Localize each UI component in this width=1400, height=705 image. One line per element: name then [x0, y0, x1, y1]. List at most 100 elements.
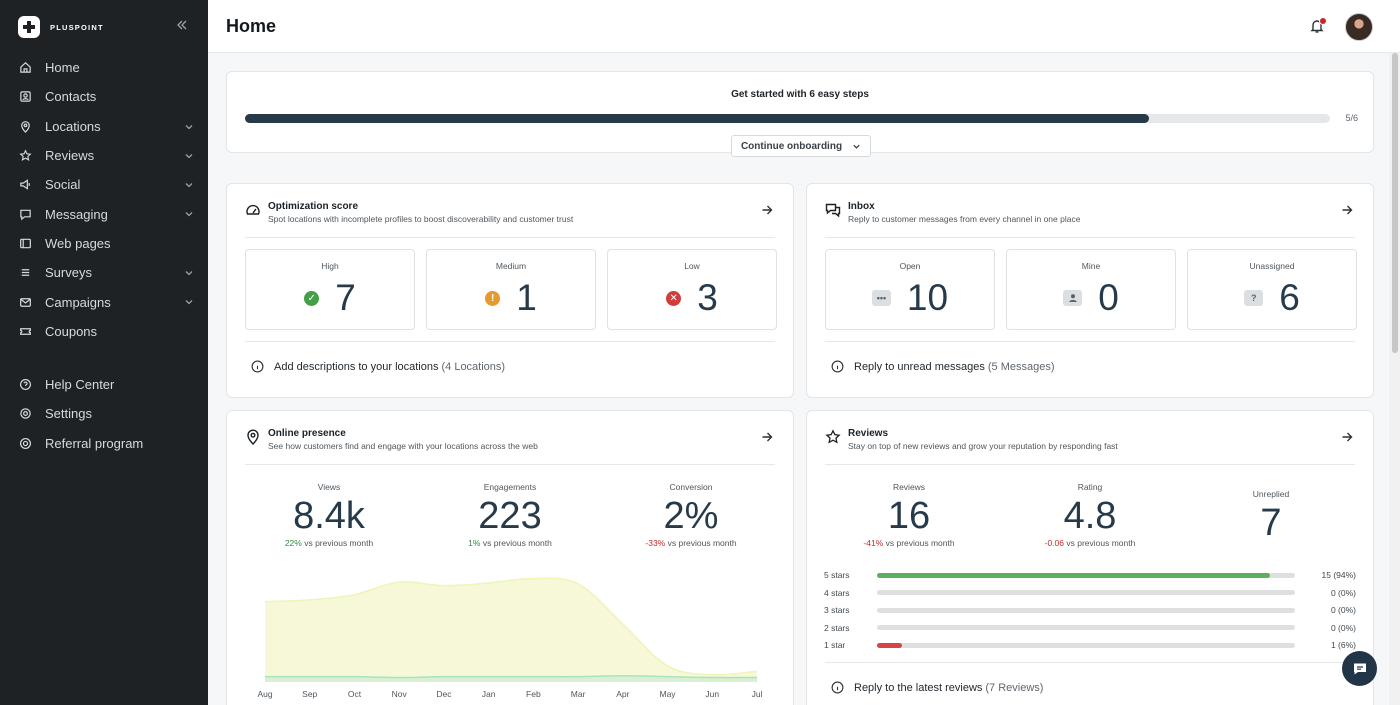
star-icon — [825, 429, 841, 444]
sidebar-item-home[interactable]: Home — [4, 53, 208, 82]
metric-value: 223 — [478, 495, 542, 537]
brand[interactable]: PLUSPOINT — [18, 16, 104, 38]
secondary-nav: Help Center Settings Referral program — [4, 370, 208, 458]
web-page-icon — [18, 236, 32, 250]
rating-row-4: 4 stars 0 (0%) — [824, 587, 1356, 599]
referral-icon — [18, 436, 32, 450]
sidebar-item-settings[interactable]: Settings — [4, 399, 208, 428]
arrow-right-icon[interactable] — [1341, 204, 1353, 216]
sidebar-item-label: Surveys — [45, 265, 92, 281]
onboarding-progress-fill — [245, 114, 1150, 123]
chevron-down-icon — [184, 149, 194, 164]
metric-delta-line: -33% vs previous month — [616, 538, 766, 548]
collapse-sidebar-icon[interactable] — [176, 18, 188, 34]
rating-row-bar — [877, 572, 1295, 578]
sidebar-item-contacts[interactable]: Contacts — [4, 82, 208, 111]
arrow-right-icon[interactable] — [1341, 431, 1353, 443]
card-title: Online presence — [268, 428, 346, 439]
rating-row-bar — [877, 590, 1295, 595]
stat-mine[interactable]: Mine 0 — [1006, 249, 1176, 330]
sidebar-item-messaging[interactable]: Messaging — [4, 199, 208, 228]
stat-unassigned[interactable]: Unassigned ? 6 — [1187, 249, 1357, 330]
metric-label: Views — [317, 482, 341, 492]
x-tick-label: Jan — [482, 689, 496, 699]
metric-delta-suffix: vs previous month — [667, 538, 737, 548]
card-subtitle: Reply to customer messages from every ch… — [848, 214, 1081, 224]
page-title: Home — [226, 16, 277, 36]
avatar[interactable] — [1345, 13, 1373, 41]
divider — [245, 341, 775, 342]
arrow-right-icon[interactable] — [761, 204, 773, 216]
chart-line-series-1 — [265, 675, 758, 679]
divider — [245, 464, 775, 465]
metric-views: Views 8.4k 22% vs previous month — [254, 482, 404, 548]
hint-count: (4 Locations) — [441, 360, 506, 373]
sidebar-item-label: Social — [45, 177, 81, 193]
stat-medium[interactable]: Medium ! 1 — [426, 249, 596, 330]
card-subtitle: Spot locations with incomplete profiles … — [268, 214, 574, 224]
hint-text: Add descriptions to your locations — [274, 360, 439, 373]
stat-label: Unassigned — [1249, 261, 1295, 271]
metric-delta-suffix: vs previous month — [1066, 538, 1136, 548]
x-tick-label: Sep — [302, 689, 317, 699]
page-scrollbar[interactable] — [1389, 53, 1400, 705]
coupon-icon — [18, 324, 32, 338]
sidebar-item-web-pages[interactable]: Web pages — [4, 229, 208, 258]
location-pin-icon — [18, 119, 32, 133]
optimization-score-card: Optimization score Spot locations with i… — [226, 183, 794, 398]
x-tick-label: Jun — [705, 689, 719, 699]
rating-row-count: 0 (0%) — [1330, 587, 1356, 598]
metric-delta-line: -0.06 vs previous month — [1015, 538, 1165, 548]
x-tick-label: Mar — [571, 689, 586, 699]
rating-row-count: 0 (0%) — [1330, 622, 1356, 633]
mail-icon — [18, 295, 32, 309]
metric-delta-line: -41% vs previous month — [834, 538, 984, 548]
sidebar-item-reviews[interactable]: Reviews — [4, 141, 208, 170]
arrow-right-icon[interactable] — [761, 431, 773, 443]
stat-value: 3 — [697, 277, 718, 318]
chat-icon — [1353, 663, 1366, 674]
sidebar-item-surveys[interactable]: Surveys — [4, 258, 208, 287]
sidebar-item-help-center[interactable]: Help Center — [4, 370, 208, 399]
divider — [825, 237, 1355, 238]
card-subtitle: Stay on top of new reviews and grow your… — [848, 441, 1118, 451]
scrollbar-thumb[interactable] — [1392, 53, 1398, 353]
metric-label: Conversion — [669, 482, 713, 492]
stat-open[interactable]: Open ••• 10 — [825, 249, 995, 330]
sidebar-item-social[interactable]: Social — [4, 170, 208, 199]
sidebar-item-campaigns[interactable]: Campaigns — [4, 287, 208, 316]
metric-delta-line: 1% vs previous month — [435, 538, 585, 548]
metric-label: Reviews — [892, 482, 926, 492]
stat-label: Mine — [1081, 261, 1101, 271]
sidebar-item-label: Coupons — [45, 323, 98, 339]
chart-line-series-0 — [264, 577, 758, 676]
chat-support-button[interactable] — [1342, 651, 1377, 686]
divider — [825, 341, 1355, 342]
brand-name: PLUSPOINT — [50, 22, 104, 32]
help-icon — [18, 378, 32, 392]
rating-row-bar — [877, 625, 1295, 630]
continue-onboarding-button[interactable]: Continue onboarding — [731, 135, 871, 157]
stat-low[interactable]: Low ✕ 3 — [607, 249, 777, 330]
rating-row-label: 3 stars — [824, 605, 850, 615]
chevron-down-icon — [184, 295, 194, 310]
stat-label: High — [321, 261, 339, 271]
sidebar-item-locations[interactable]: Locations — [4, 112, 208, 141]
rating-row-5: 5 stars 15 (94%) — [824, 569, 1356, 581]
x-tick-label: Oct — [348, 689, 362, 699]
sidebar-item-coupons[interactable]: Coupons — [4, 317, 208, 346]
inbox-hint[interactable]: Reply to unread messages (5 Messages) — [831, 360, 1055, 373]
stat-high[interactable]: High ✓ 7 — [245, 249, 415, 330]
sidebar-item-label: Campaigns — [45, 294, 111, 310]
card-title: Inbox — [848, 201, 875, 212]
rating-row-count: 1 (6%) — [1330, 640, 1356, 650]
sidebar-item-referral-program[interactable]: Referral program — [4, 429, 208, 458]
x-tick-label: Dec — [436, 689, 452, 699]
person-icon — [1063, 290, 1083, 306]
chevron-down-icon — [184, 120, 194, 135]
optimization-hint[interactable]: Add descriptions to your locations (4 Lo… — [251, 360, 505, 373]
sidebar-item-label: Referral program — [45, 435, 144, 451]
message-icon — [18, 207, 32, 221]
hint-text: Reply to unread messages — [854, 360, 985, 373]
reviews-hint[interactable]: Reply to the latest reviews (7 Reviews) — [831, 681, 1043, 694]
